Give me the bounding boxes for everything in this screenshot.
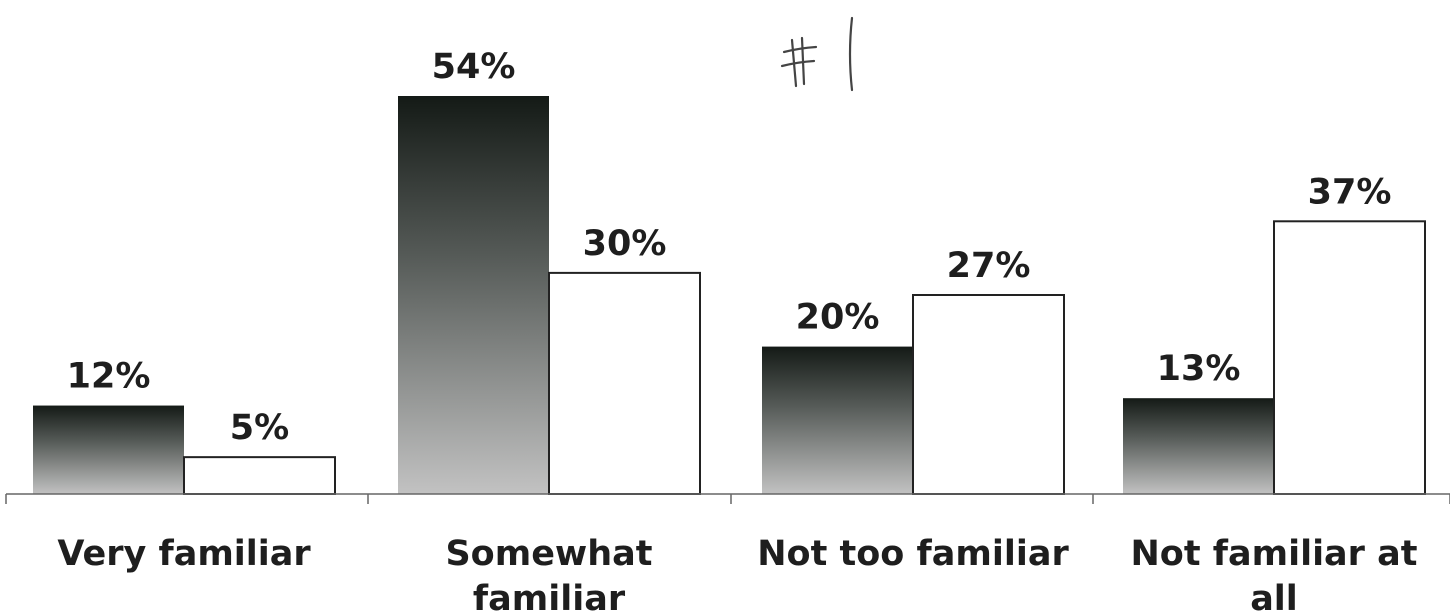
bars-group	[33, 96, 1426, 496]
bar-very-familiar-series2	[183, 456, 336, 496]
bar-somewhat-familiar-series1	[398, 96, 549, 494]
handwritten-annotation	[780, 16, 854, 92]
data-label-somewhat-familiar-series1: 54%	[432, 47, 516, 87]
bar-not-familiar-at-all-series1	[1123, 398, 1274, 494]
value-labels: 12% 5% 54% 30% 20% 27% 13% 37%	[67, 47, 1392, 448]
bar-not-familiar-at-all-series2	[1273, 220, 1426, 495]
category-label-very-familiar: Very familiar	[57, 534, 311, 574]
category-label-not-familiar-at-all: Not familiar at all	[1131, 534, 1418, 613]
data-label-somewhat-familiar-series2: 30%	[583, 224, 667, 264]
data-label-very-familiar-series1: 12%	[67, 357, 151, 397]
data-label-very-familiar-series2: 5%	[230, 408, 289, 448]
data-label-not-too-familiar-series1: 20%	[796, 298, 880, 338]
bar-not-too-familiar-series1	[762, 346, 913, 494]
bar-very-familiar-series1	[33, 405, 184, 494]
category-label-somewhat-familiar: Somewhat familiar	[445, 534, 652, 613]
bar-somewhat-familiar-series2	[548, 271, 701, 495]
category-labels: Very familiar Somewhat familiar Not too fam…	[57, 534, 1417, 613]
category-label-not-too-familiar: Not too familiar	[757, 534, 1069, 574]
data-label-not-familiar-at-all-series2: 37%	[1308, 172, 1392, 212]
data-label-not-too-familiar-series2: 27%	[947, 246, 1031, 286]
bar-not-too-familiar-series2	[912, 294, 1065, 495]
x-axis	[5, 493, 1450, 504]
data-label-not-familiar-at-all-series1: 13%	[1157, 349, 1241, 389]
